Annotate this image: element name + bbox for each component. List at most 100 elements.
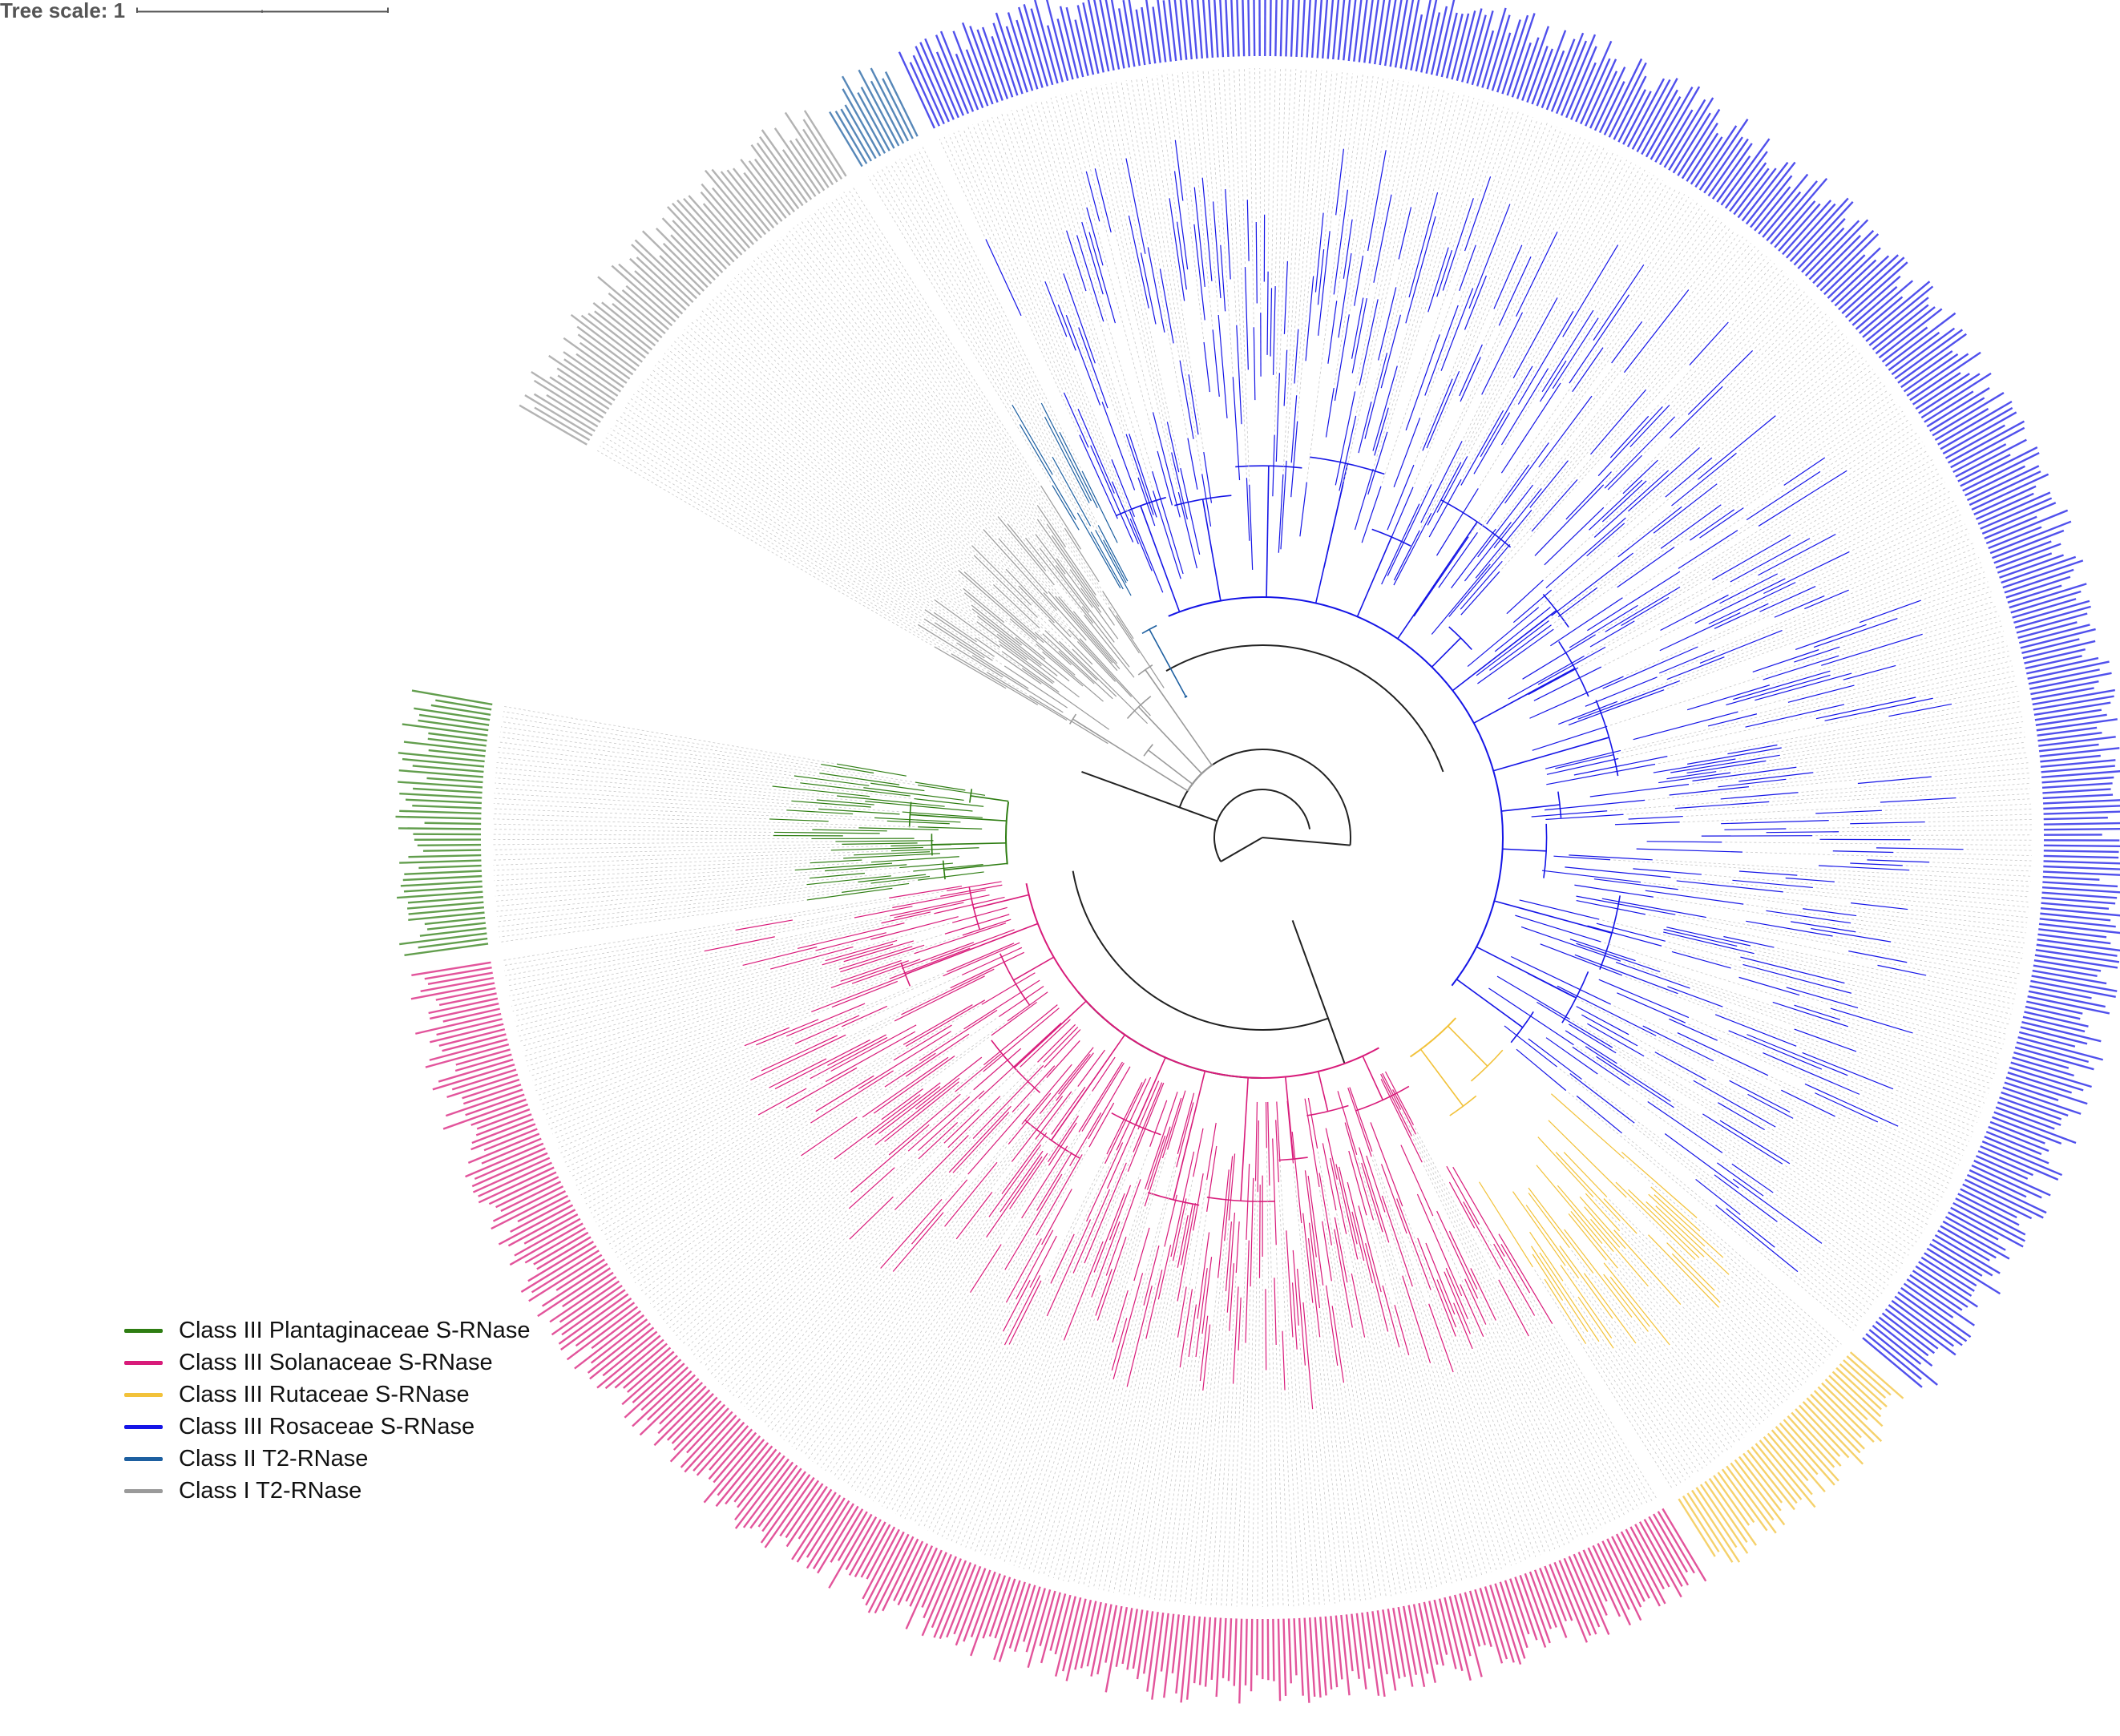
tip-label-mark xyxy=(2026,1000,2083,1015)
tip-label-mark xyxy=(1415,0,1435,72)
tip-label-mark xyxy=(646,1374,696,1421)
tip-label-mark xyxy=(1217,0,1225,58)
tip-label-mark xyxy=(1750,175,1793,228)
tip-label-mark xyxy=(1948,1211,1999,1241)
tip-label-mark xyxy=(1849,1351,1904,1399)
tip-label-mark xyxy=(1160,1613,1169,1672)
tip-label-mark xyxy=(1212,0,1219,58)
tip-label-mark xyxy=(588,313,646,359)
tip-label-mark xyxy=(398,827,482,830)
tip-label-mark xyxy=(1754,186,1791,232)
tip-label-mark xyxy=(672,1400,722,1451)
tip-label-mark xyxy=(2039,747,2120,757)
tip-label-mark xyxy=(1115,1607,1129,1667)
tip-label-mark xyxy=(403,741,487,753)
tip-label-mark xyxy=(1975,1155,2029,1180)
tip-label-mark xyxy=(1745,161,1796,225)
tip-label-mark xyxy=(495,1176,559,1209)
tip-label-mark xyxy=(840,108,872,162)
tip-label-mark xyxy=(1262,1618,1264,1680)
tip-label-mark xyxy=(1266,1618,1270,1681)
tip-label-mark xyxy=(2043,839,2120,842)
tip-label-mark xyxy=(1550,32,1585,112)
tip-label-mark xyxy=(1875,1320,1933,1367)
tip-label-mark xyxy=(1355,1613,1367,1690)
tip-label-mark xyxy=(1171,1614,1180,1673)
tip-label-mark xyxy=(1981,1141,2063,1177)
tip-label-mark xyxy=(817,1505,859,1574)
tip-label-mark xyxy=(2009,583,2087,609)
tip-label-mark xyxy=(2010,590,2082,614)
tip-label-mark xyxy=(2030,979,2116,998)
tip-label-mark xyxy=(909,1547,938,1607)
tip-label-mark xyxy=(1824,1379,1868,1421)
tip-label-mark xyxy=(1059,6,1080,79)
tip-label-mark xyxy=(672,220,724,273)
tip-label-mark xyxy=(1587,1547,1621,1617)
tip-label-mark xyxy=(994,1578,1016,1639)
tip-label-mark xyxy=(1934,407,1989,442)
tip-label-mark xyxy=(1319,1617,1327,1696)
tip-label-mark xyxy=(403,885,483,893)
tip-label-mark xyxy=(1238,1618,1243,1704)
tip-label-mark xyxy=(2018,1031,2076,1048)
tip-label-mark xyxy=(478,1166,555,1204)
tip-label-mark xyxy=(874,1536,915,1614)
tip-label-mark xyxy=(1136,1610,1149,1680)
tip-label-mark xyxy=(1865,285,1934,342)
tip-label-mark xyxy=(1995,1106,2055,1130)
tip-label-mark xyxy=(1918,373,1981,414)
tip-label-mark xyxy=(1135,9,1146,66)
tip-label-mark xyxy=(1791,1411,1842,1467)
tip-label-mark xyxy=(2034,709,2102,721)
tip-label-mark xyxy=(631,244,694,304)
tip-label-mark xyxy=(2007,584,2062,604)
tip-label-mark xyxy=(969,26,999,103)
tip-label-mark xyxy=(743,172,783,222)
tip-label-mark xyxy=(1915,373,1970,410)
tip-label-mark xyxy=(1654,86,1701,163)
tip-label-mark xyxy=(579,341,631,380)
tip-label-mark xyxy=(1489,1585,1515,1663)
tip-label-mark xyxy=(634,239,697,300)
tip-label-mark xyxy=(455,1048,511,1066)
legend-item-rosaceae: Class III Rosaceae S-RNase xyxy=(124,1411,530,1443)
tip-label-mark xyxy=(1620,1531,1661,1607)
tip-label-mark xyxy=(662,242,709,289)
tip-label-mark xyxy=(1789,197,1849,262)
tip-label-mark xyxy=(1049,1593,1067,1651)
tip-label-mark xyxy=(734,1455,785,1521)
tip-label-mark xyxy=(2001,1091,2069,1117)
tip-label-mark xyxy=(1969,1169,2027,1198)
tip-label-mark xyxy=(2025,655,2082,670)
tip-label-mark xyxy=(621,289,669,331)
tip-label-mark xyxy=(2040,754,2101,763)
tip-label-mark xyxy=(988,1577,1012,1637)
tip-label-mark xyxy=(1438,1598,1457,1669)
tip-label-mark xyxy=(1210,1617,1217,1680)
tip-label-mark xyxy=(1298,1617,1304,1696)
tip-label-mark xyxy=(402,874,483,882)
tip-label-mark xyxy=(970,1573,1001,1657)
tip-label-mark xyxy=(1484,1586,1508,1660)
tip-label-mark xyxy=(858,69,900,147)
tip-label-mark xyxy=(1766,180,1818,241)
tip-label-mark xyxy=(2037,726,2098,737)
tip-label-mark xyxy=(2020,1026,2088,1045)
tip-label-mark xyxy=(860,87,895,149)
tip-label-mark xyxy=(1428,1601,1445,1666)
tip-label-mark xyxy=(750,144,800,210)
tip-label-mark xyxy=(1699,1484,1749,1554)
tip-label-mark xyxy=(462,1084,522,1105)
tip-label-mark xyxy=(1762,191,1802,238)
tip-label-mark xyxy=(1778,203,1821,252)
tip-label-mark xyxy=(734,1458,789,1529)
tip-label-mark xyxy=(1862,1337,1923,1388)
tip-label-mark xyxy=(634,270,684,315)
tip-label-mark xyxy=(1420,0,1440,73)
tip-label-mark xyxy=(705,169,762,239)
tip-label-mark xyxy=(1479,1588,1504,1664)
tip-label-mark xyxy=(2033,701,2111,717)
tip-label-mark xyxy=(785,1486,828,1548)
tip-label-mark xyxy=(1955,1197,2026,1236)
